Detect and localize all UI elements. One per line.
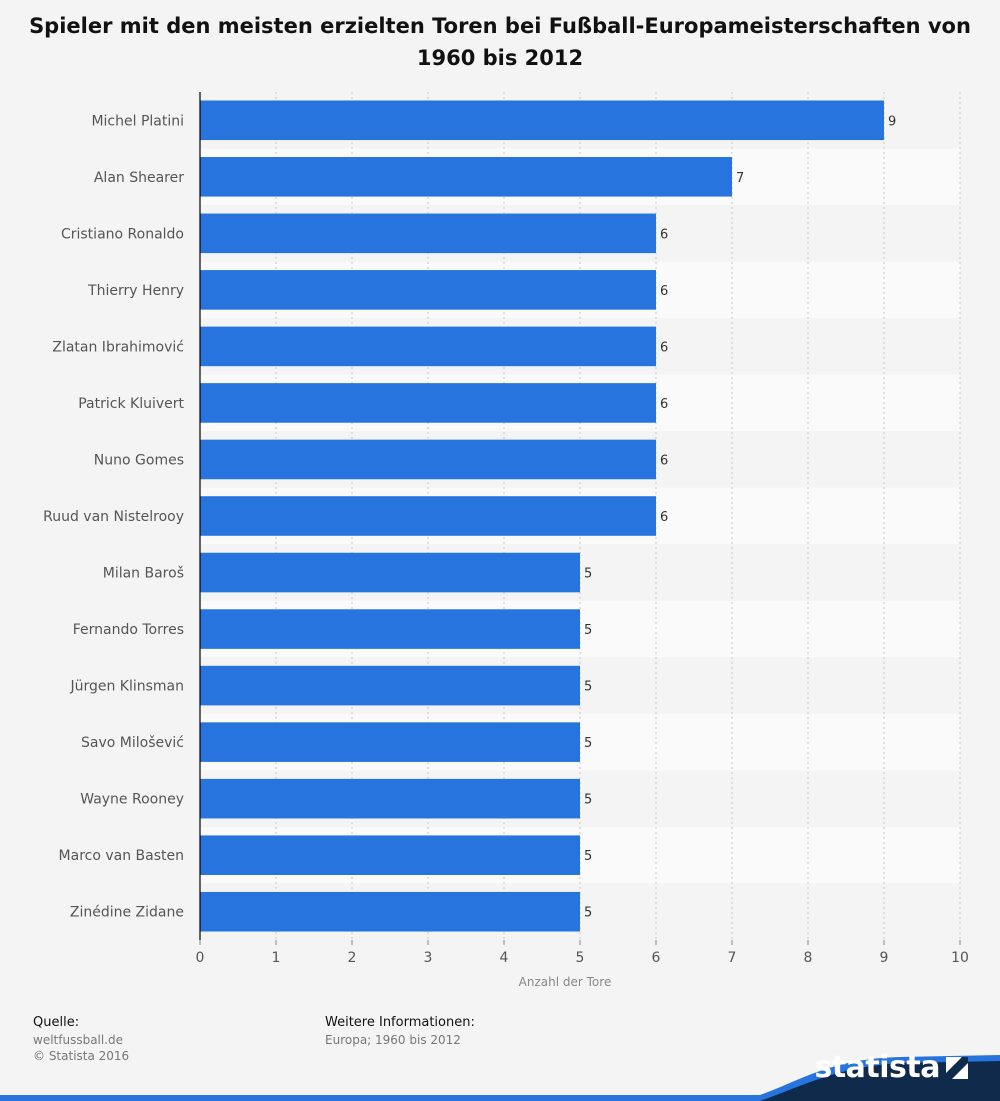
category-label: Alan Shearer bbox=[94, 170, 184, 186]
data-label: 5 bbox=[584, 793, 592, 808]
info-line: Europa; 1960 bis 2012 bbox=[325, 1033, 461, 1047]
category-label: Ruud van Nistelrooy bbox=[43, 509, 184, 525]
data-label: 6 bbox=[660, 453, 668, 468]
x-tick-label: 6 bbox=[652, 950, 661, 966]
source-line: weltfussball.de bbox=[33, 1033, 124, 1047]
category-label: Savo Milošević bbox=[81, 735, 184, 751]
bar bbox=[200, 665, 580, 706]
data-label: 6 bbox=[660, 510, 668, 525]
data-label: 5 bbox=[584, 849, 592, 864]
category-label: Jürgen Klinsman bbox=[69, 679, 184, 695]
x-tick-label: 3 bbox=[424, 950, 433, 966]
data-label: 6 bbox=[660, 397, 668, 412]
x-tick-label: 8 bbox=[804, 950, 813, 966]
category-label: Michel Platini bbox=[91, 113, 184, 129]
category-label: Wayne Rooney bbox=[80, 792, 184, 808]
data-label: 6 bbox=[660, 227, 668, 242]
category-label: Zlatan Ibrahimović bbox=[52, 339, 184, 355]
category-label: Thierry Henry bbox=[87, 283, 184, 299]
chart-title: Spieler mit den meisten erzielten Toren … bbox=[29, 14, 971, 70]
x-tick-label: 4 bbox=[500, 950, 509, 966]
bar bbox=[200, 213, 656, 254]
source-lines: weltfussball.de © Statista 2016 bbox=[33, 1032, 129, 1064]
x-tick-label: 5 bbox=[576, 950, 585, 966]
x-tick-label: 7 bbox=[728, 950, 737, 966]
bar bbox=[200, 439, 656, 480]
x-tick-label: 10 bbox=[951, 950, 969, 966]
category-label: Zinédine Zidane bbox=[70, 905, 184, 921]
bar bbox=[200, 270, 656, 310]
x-axis-label: Anzahl der Tore bbox=[519, 975, 612, 989]
category-label: Fernando Torres bbox=[73, 622, 184, 638]
bar-chart: 9 Michel Platini 7 Alan Shearer 6 Cristiano R… bbox=[43, 92, 969, 989]
bar bbox=[200, 552, 580, 593]
category-label: Milan Baroš bbox=[103, 566, 184, 582]
info-label: Weitere Informationen: bbox=[325, 1015, 475, 1030]
x-tick-label: 0 bbox=[196, 950, 205, 966]
data-label: 5 bbox=[584, 906, 592, 921]
x-tick-label: 9 bbox=[880, 950, 889, 966]
category-label: Cristiano Ronaldo bbox=[61, 226, 184, 242]
x-tick-label: 1 bbox=[272, 950, 281, 966]
category-label: Marco van Basten bbox=[59, 848, 184, 864]
bar bbox=[200, 778, 580, 819]
data-label: 9 bbox=[888, 114, 896, 129]
bar bbox=[200, 835, 580, 875]
bar bbox=[200, 326, 656, 367]
brand-logo-text: statista bbox=[814, 1050, 940, 1085]
category-label: Patrick Kluivert bbox=[78, 396, 184, 412]
source-label: Quelle: bbox=[33, 1015, 80, 1030]
info-lines: Europa; 1960 bis 2012 bbox=[325, 1032, 461, 1048]
x-tick-label: 2 bbox=[348, 950, 357, 966]
data-label: 5 bbox=[584, 736, 592, 751]
data-label: 6 bbox=[660, 340, 668, 355]
brand-swoosh bbox=[0, 1055, 1000, 1101]
data-label: 5 bbox=[584, 623, 592, 638]
bar bbox=[200, 722, 580, 762]
bar bbox=[200, 383, 656, 423]
bar bbox=[200, 891, 580, 932]
data-label: 5 bbox=[584, 680, 592, 695]
data-label: 6 bbox=[660, 284, 668, 299]
brand-banner: statista bbox=[0, 1021, 1000, 1101]
copyright-line: © Statista 2016 bbox=[33, 1049, 130, 1063]
data-label: 5 bbox=[584, 567, 592, 582]
category-label: Nuno Gomes bbox=[94, 452, 184, 468]
bar bbox=[200, 496, 656, 536]
bar bbox=[200, 609, 580, 649]
bar bbox=[200, 157, 732, 197]
bar bbox=[200, 100, 884, 141]
data-label: 7 bbox=[736, 171, 744, 186]
statista-logo-icon bbox=[946, 1057, 968, 1079]
